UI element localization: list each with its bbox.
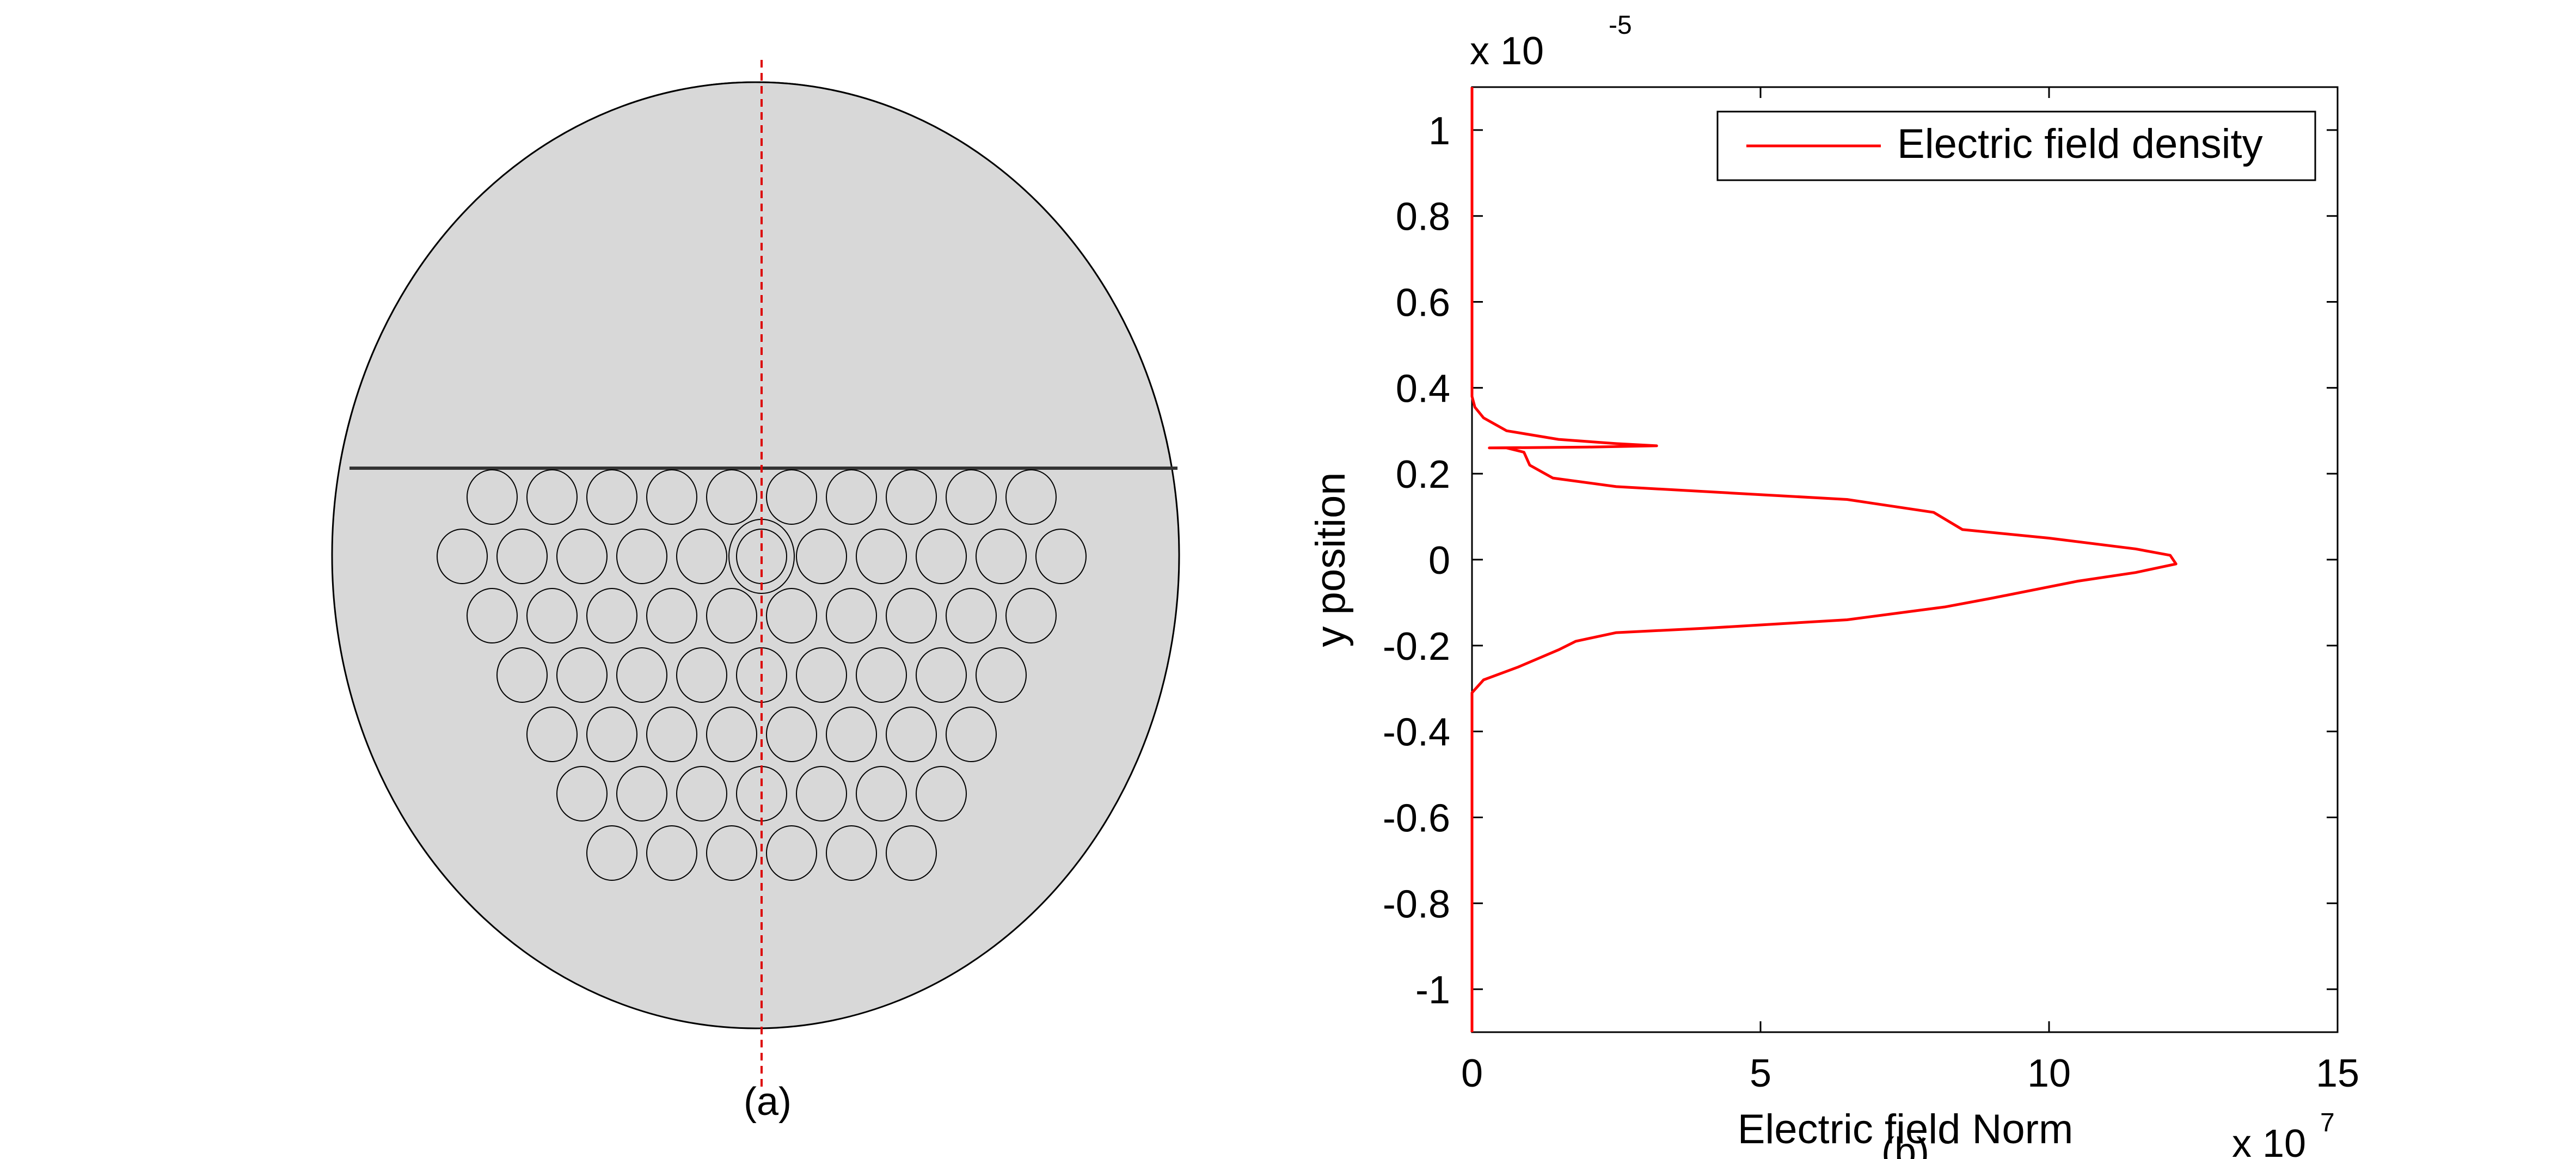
air-hole [886,469,937,525]
x-multiplier-exponent: 7 [2320,1108,2335,1137]
air-hole [946,469,997,525]
y-multiplier-exponent: -5 [1609,11,1632,40]
air-hole [586,588,637,643]
y-tick-label: 0.6 [1396,281,1450,325]
air-hole [826,469,877,525]
air-hole [976,529,1027,584]
x-tick-label: 15 [2316,1052,2359,1095]
air-hole [526,469,578,525]
y-multiplier: x 10 [1470,29,1544,73]
air-hole [916,766,967,821]
air-hole [646,707,697,762]
y-axis-label: y position [1308,472,1354,647]
air-hole [676,647,727,703]
air-hole [856,647,907,703]
air-hole-array [437,469,1087,881]
air-hole [886,588,937,643]
x-multiplier: x 10 [2232,1122,2306,1159]
y-tick-label: 0 [1428,539,1450,582]
y-multiplier-base: x 10 [1470,29,1544,73]
field-plot: 10.80.60.40.20-0.2-0.4-0.6-0.8-1 0 5 10 15 … [1308,11,2359,1159]
air-hole [586,707,637,762]
caption-a: (a) [744,1080,792,1124]
air-hole [556,766,608,821]
air-hole [766,588,817,643]
air-hole [826,707,877,762]
air-hole [676,529,727,584]
air-hole [886,825,937,881]
y-ticks: 1 0.8 0.6 0.4 0.2 0 -0.2 -0.4 -0.6 -0.8 -1 [1383,109,2338,1012]
air-hole [826,588,877,643]
air-hole [616,647,667,703]
y-tick-label: -0.4 [1383,711,1450,755]
air-hole [676,766,727,821]
air-hole [526,588,578,643]
air-hole [886,707,937,762]
air-hole [766,707,817,762]
air-hole [946,588,997,643]
x-tick-label: 10 [2027,1052,2071,1095]
air-hole [467,469,518,525]
caption-b: (b) [1881,1130,1929,1159]
fiber-cladding-upper [338,81,1173,468]
fiber-cross-section: (a) [331,60,1180,1124]
y-tick-label: 0.8 [1396,195,1450,239]
series-line-electric-field-density [1470,87,2178,1032]
air-hole [796,529,847,584]
air-hole [706,825,757,881]
air-hole [946,707,997,762]
x-multiplier-base: x 10 [2232,1122,2306,1159]
air-hole [467,588,518,643]
air-hole [437,529,488,584]
air-hole [616,529,667,584]
air-hole [496,529,548,584]
y-tick-label: 0.2 [1396,453,1450,496]
air-hole [766,469,817,525]
air-hole [916,647,967,703]
air-hole [646,588,697,643]
y-tick-label: -0.8 [1383,882,1450,926]
y-tick-label: -0.6 [1383,796,1450,840]
air-hole [856,766,907,821]
air-hole [976,647,1027,703]
air-hole [586,825,637,881]
air-hole [586,469,637,525]
air-hole [706,588,757,643]
air-hole [496,647,548,703]
legend-label: Electric field density [1897,121,2263,167]
air-hole [616,766,667,821]
air-hole [526,707,578,762]
air-hole [796,647,847,703]
air-hole [766,825,817,881]
x-tick-label: 5 [1750,1052,1771,1095]
air-hole [646,825,697,881]
x-tick-label: 0 [1461,1052,1483,1095]
legend: Electric field density [1716,111,2316,181]
air-hole [556,529,608,584]
air-hole [796,766,847,821]
x-axis-label: Electric field Norm [1738,1106,2074,1152]
air-hole [706,707,757,762]
air-hole [646,469,697,525]
air-hole [556,647,608,703]
x-ticks: 0 5 10 15 [1461,87,2359,1095]
air-hole [706,469,757,525]
plot-axes-box [1471,86,2339,1033]
y-tick-label: -0.2 [1383,625,1450,669]
air-hole [856,529,907,584]
air-hole [916,529,967,584]
air-hole [1035,529,1087,584]
air-hole [1005,588,1057,643]
y-tick-label: -1 [1415,968,1450,1012]
y-tick-label: 1 [1428,109,1450,153]
air-hole [826,825,877,881]
y-tick-label: 0.4 [1396,367,1450,410]
air-hole [1005,469,1057,525]
